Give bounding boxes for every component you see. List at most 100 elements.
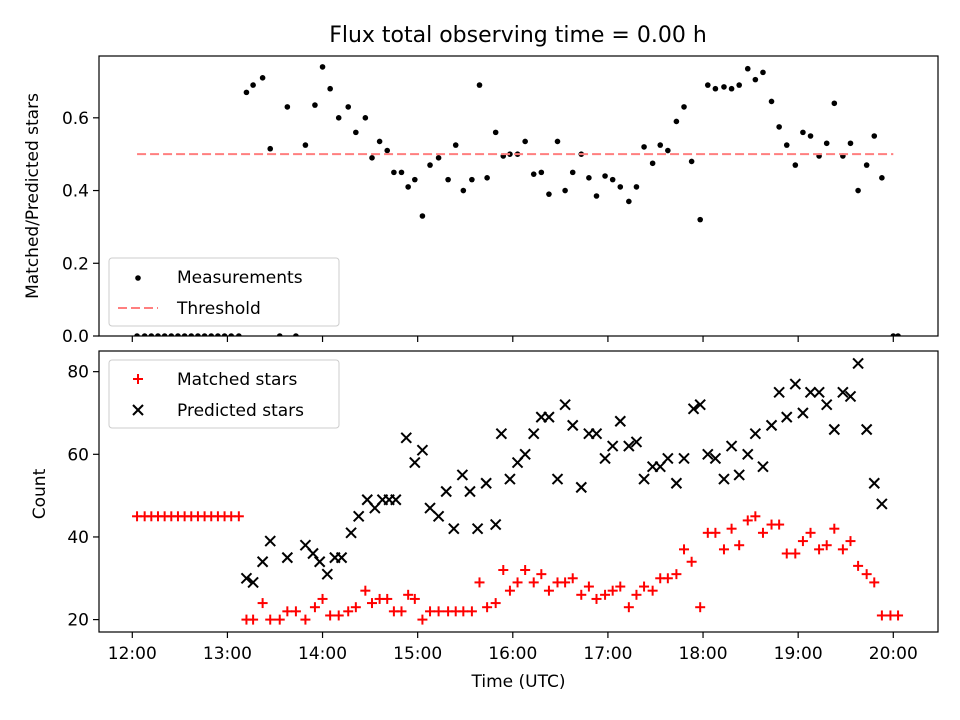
predicted-star-marker bbox=[742, 448, 754, 461]
legend-label: Predicted stars bbox=[177, 401, 304, 421]
predicted-star-marker bbox=[409, 456, 421, 469]
predicted-star-marker bbox=[678, 452, 690, 465]
matched-star-marker bbox=[512, 577, 523, 588]
x-axis-label: Time (UTC) bbox=[471, 672, 566, 692]
measurement-point bbox=[155, 333, 161, 336]
matched-star-marker bbox=[567, 573, 578, 584]
measurement-point bbox=[353, 129, 359, 136]
matched-star-marker bbox=[498, 565, 509, 576]
matched-star-marker bbox=[647, 585, 658, 596]
matched-star-marker bbox=[290, 606, 301, 617]
matched-star-marker bbox=[248, 614, 259, 625]
measurement-point bbox=[522, 138, 528, 145]
predicted-star-marker bbox=[789, 378, 802, 390]
predicted-star-marker bbox=[606, 440, 619, 452]
predicted-star-marker bbox=[264, 535, 276, 547]
matched-star-marker bbox=[869, 577, 880, 588]
predicted-star-marker bbox=[804, 386, 817, 399]
predicted-star-marker bbox=[694, 399, 706, 411]
predicted-star-marker bbox=[876, 498, 888, 510]
measurement-point bbox=[335, 115, 342, 121]
measurement-point bbox=[188, 333, 195, 336]
matched-star-marker bbox=[300, 614, 311, 625]
measurement-point bbox=[259, 75, 266, 81]
predicted-star-marker bbox=[471, 522, 484, 535]
legend-box bbox=[108, 257, 340, 327]
predicted-star-marker bbox=[725, 440, 738, 452]
matched-star-marker bbox=[853, 560, 864, 571]
predicted-star-marker bbox=[480, 477, 492, 489]
matched-star-marker bbox=[360, 585, 371, 596]
matched-star-marker bbox=[528, 577, 539, 588]
legend-label: Measurements bbox=[177, 268, 303, 288]
legend-label: Threshold bbox=[176, 299, 261, 319]
measurement-point bbox=[460, 187, 467, 194]
predicted-star-marker bbox=[390, 494, 402, 506]
predicted-star-marker bbox=[456, 469, 469, 481]
matched-star-marker bbox=[805, 527, 816, 538]
measurement-point bbox=[554, 138, 561, 145]
measurement-point bbox=[168, 333, 175, 336]
predicted-star-marker bbox=[313, 556, 326, 568]
measurement-point bbox=[895, 333, 901, 336]
predicted-star-marker bbox=[575, 481, 587, 494]
x-tick-label: 20:00 bbox=[869, 644, 918, 664]
measurement-point bbox=[215, 333, 221, 336]
matched-star-marker bbox=[433, 606, 444, 617]
matched-star-marker bbox=[325, 610, 336, 621]
matched-star-marker bbox=[750, 511, 761, 522]
measurement-point bbox=[181, 333, 188, 336]
predicted-star-marker bbox=[448, 522, 460, 535]
matched-star-marker bbox=[837, 544, 848, 555]
measurement-point bbox=[362, 115, 369, 121]
measurement-point bbox=[476, 82, 483, 88]
y-tick-label: 0.0 bbox=[62, 327, 89, 347]
measurement-point bbox=[728, 85, 735, 92]
matched-star-marker bbox=[861, 569, 872, 580]
matched-star-marker bbox=[757, 527, 768, 538]
measurement-point bbox=[228, 333, 235, 336]
matched-star-marker bbox=[343, 606, 354, 617]
matched-star-marker bbox=[233, 511, 244, 522]
matched-star-marker bbox=[583, 581, 594, 592]
measurement-point bbox=[871, 133, 878, 139]
predicted-star-marker bbox=[670, 477, 683, 489]
matched-star-marker bbox=[600, 589, 611, 600]
predicted-star-marker bbox=[432, 510, 445, 523]
predicted-star-marker bbox=[440, 485, 452, 498]
measurement-point bbox=[484, 175, 490, 181]
measurement-point bbox=[586, 175, 592, 181]
measurement-point bbox=[855, 187, 861, 194]
measurement-point bbox=[376, 138, 383, 145]
predicted-star-marker bbox=[781, 411, 793, 423]
matched-star-marker bbox=[504, 585, 515, 596]
measurement-point bbox=[201, 333, 208, 336]
matched-star-marker bbox=[490, 598, 501, 609]
matched-star-marker bbox=[718, 544, 729, 555]
measurement-point bbox=[823, 140, 830, 147]
predicted-star-marker bbox=[733, 469, 745, 481]
matched-star-marker bbox=[631, 589, 642, 600]
matched-star-marker bbox=[317, 593, 328, 604]
matched-star-marker bbox=[742, 515, 753, 526]
matched-star-marker bbox=[671, 569, 682, 580]
matched-star-marker bbox=[536, 569, 547, 580]
measurement-point bbox=[792, 162, 799, 168]
measurement-point bbox=[863, 162, 870, 168]
predicted-star-marker bbox=[528, 427, 540, 440]
predicted-star-marker bbox=[321, 568, 334, 580]
measurement-point bbox=[243, 89, 250, 96]
axes-frame bbox=[98, 55, 939, 337]
predicted-star-marker bbox=[247, 576, 259, 589]
matched-star-marker bbox=[591, 593, 602, 604]
x-tick-label: 14:00 bbox=[298, 644, 347, 664]
measurement-point bbox=[657, 142, 664, 148]
predicted-star-marker bbox=[709, 452, 722, 465]
measurement-point bbox=[569, 169, 576, 176]
predicted-star-marker bbox=[614, 415, 626, 427]
matched-star-marker bbox=[623, 602, 634, 613]
predicted-star-marker bbox=[240, 572, 253, 584]
measurement-point bbox=[641, 144, 647, 150]
measurement-point bbox=[412, 176, 418, 183]
matched-star-marker bbox=[482, 602, 493, 613]
